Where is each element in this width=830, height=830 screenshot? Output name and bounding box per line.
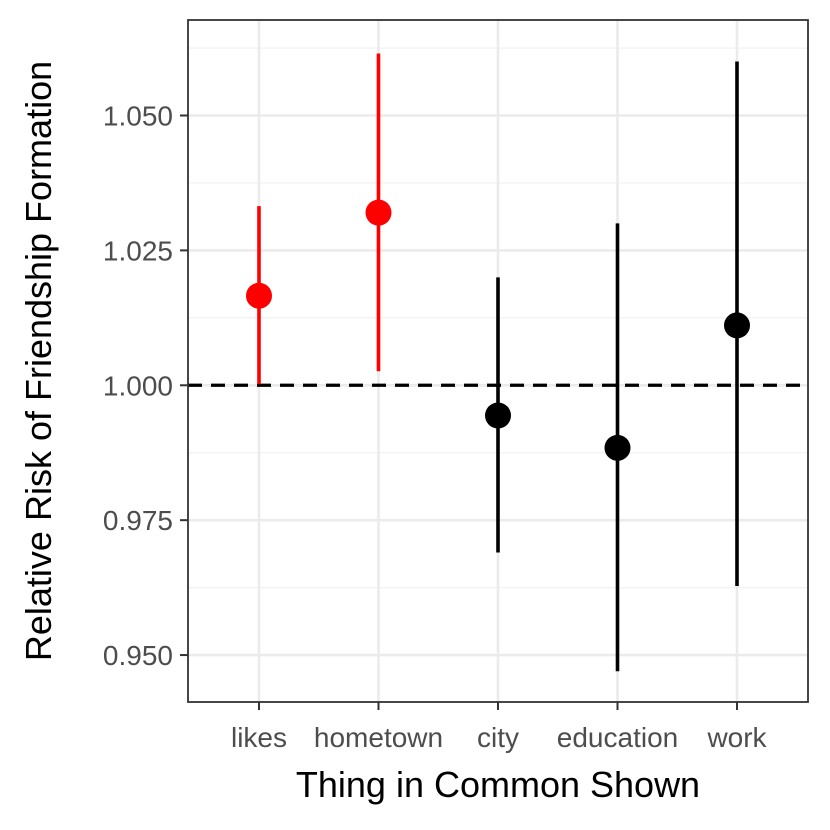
x-tick-label-hometown: hometown bbox=[314, 722, 443, 753]
x-axis-title: Thing in Common Shown bbox=[296, 764, 700, 805]
point-likes bbox=[246, 282, 272, 309]
point-city bbox=[485, 402, 511, 429]
y-tick-label: 0.975 bbox=[103, 505, 173, 536]
x-tick-label-education: education bbox=[557, 722, 678, 753]
y-axis-title: Relative Risk of Friendship Formation bbox=[18, 61, 59, 661]
x-tick-label-city: city bbox=[477, 722, 519, 753]
y-tick-label: 0.950 bbox=[103, 640, 173, 671]
point-work bbox=[724, 312, 750, 339]
point-education bbox=[604, 434, 631, 461]
data-layer bbox=[246, 53, 750, 672]
y-tick-label: 1.050 bbox=[103, 101, 173, 132]
point-hometown bbox=[365, 199, 392, 226]
y-tick-label: 1.000 bbox=[103, 370, 173, 401]
x-tick-label-likes: likes bbox=[231, 722, 287, 753]
y-tick-label: 1.025 bbox=[103, 235, 173, 266]
axes: 0.950 0.975 1.000 1.025 1.050 likes hometown ci… bbox=[103, 101, 768, 753]
x-tick-label-work: work bbox=[706, 722, 767, 753]
